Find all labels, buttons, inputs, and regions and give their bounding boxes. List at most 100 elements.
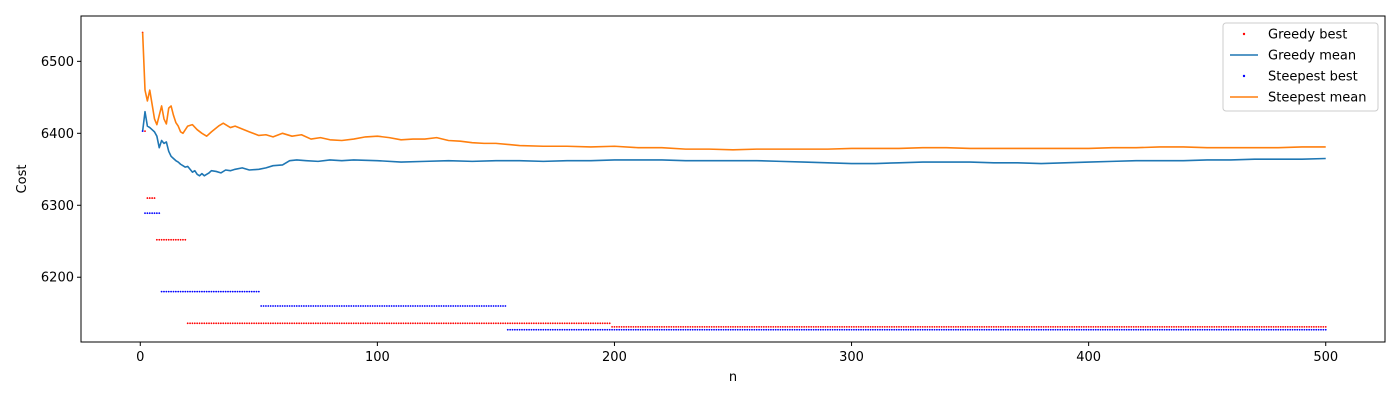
greedy-best-point xyxy=(1177,325,1180,328)
steepest-best-point xyxy=(314,305,317,307)
steepest-best-point xyxy=(381,305,384,307)
steepest-best-point xyxy=(969,328,971,331)
steepest-best-point xyxy=(1026,328,1028,331)
steepest-best-point xyxy=(466,305,469,307)
greedy-best-point xyxy=(229,322,232,325)
series-steepest-mean xyxy=(141,32,1326,151)
greedy-best-point xyxy=(1227,325,1230,328)
steepest-best-point xyxy=(267,305,270,307)
steepest-best-point xyxy=(528,328,530,331)
steepest-best-point xyxy=(1135,328,1137,331)
greedy-best-point xyxy=(1211,325,1213,328)
steepest-best-point xyxy=(675,328,677,331)
greedy-best-point xyxy=(646,325,649,328)
greedy-best-point xyxy=(710,325,713,328)
steepest-best-point xyxy=(549,328,552,331)
steepest-best-point xyxy=(1229,328,1232,331)
steepest-best-point xyxy=(333,305,336,307)
steepest-best-point xyxy=(791,328,794,331)
steepest-best-point xyxy=(1322,328,1325,331)
steepest-best-point xyxy=(1296,328,1299,331)
greedy-best-point xyxy=(713,325,715,328)
greedy-best-point xyxy=(471,322,474,325)
steepest-best-point xyxy=(819,328,822,331)
greedy-best-point xyxy=(438,322,440,325)
greedy-best-point xyxy=(1218,325,1220,328)
steepest-best-point xyxy=(540,328,542,331)
steepest-best-point xyxy=(1260,328,1263,331)
steepest-best-point xyxy=(732,328,734,331)
greedy-best-point xyxy=(1239,325,1242,328)
steepest-best-point xyxy=(1028,328,1031,331)
greedy-best-point xyxy=(1170,325,1173,328)
steepest-best-point xyxy=(1042,328,1045,331)
steepest-best-point xyxy=(608,328,611,331)
steepest-best-point xyxy=(219,290,222,293)
steepest-best-point xyxy=(947,328,950,331)
steepest-best-point xyxy=(703,328,706,331)
greedy-best-point xyxy=(679,325,682,328)
greedy-best-point xyxy=(708,325,711,328)
greedy-best-point xyxy=(1260,325,1263,328)
greedy-best-point xyxy=(1040,325,1043,328)
steepest-best-point xyxy=(556,328,559,331)
greedy-best-point xyxy=(881,325,884,328)
steepest-best-point xyxy=(1104,328,1107,331)
greedy-best-point xyxy=(919,325,922,328)
greedy-best-point xyxy=(563,322,566,325)
y-tick-label: 6500 xyxy=(41,55,74,70)
steepest-best-point xyxy=(912,328,915,331)
y-tick-label: 6200 xyxy=(41,271,74,286)
steepest-best-point xyxy=(758,328,760,331)
steepest-best-point xyxy=(687,328,689,331)
greedy-best-point xyxy=(1246,325,1249,328)
greedy-best-point xyxy=(352,322,355,325)
greedy-best-point xyxy=(585,322,587,325)
steepest-best-point xyxy=(1049,328,1052,331)
steepest-best-point xyxy=(421,305,424,307)
steepest-best-point xyxy=(973,328,976,331)
greedy-best-point xyxy=(1182,325,1185,328)
greedy-best-point xyxy=(376,322,379,325)
steepest-best-point xyxy=(1213,328,1216,331)
greedy-best-point xyxy=(1175,325,1178,328)
steepest-best-point xyxy=(371,305,374,307)
steepest-best-point xyxy=(952,328,955,331)
greedy-best-point xyxy=(762,325,765,328)
steepest-best-point xyxy=(893,328,896,331)
greedy-best-point xyxy=(805,325,808,328)
steepest-best-point xyxy=(255,290,258,293)
greedy-best-point xyxy=(492,322,495,325)
steepest-best-point xyxy=(843,328,846,331)
steepest-best-point xyxy=(383,305,386,307)
steepest-best-point xyxy=(713,328,715,331)
greedy-best-point xyxy=(1014,325,1017,328)
steepest-best-point xyxy=(1116,328,1118,331)
steepest-best-point xyxy=(696,328,699,331)
steepest-best-point xyxy=(506,328,509,331)
steepest-best-point xyxy=(841,328,843,331)
steepest-best-point xyxy=(1092,328,1095,331)
greedy-best-point xyxy=(568,322,571,325)
steepest-best-point xyxy=(805,328,808,331)
steepest-best-point xyxy=(1021,328,1024,331)
greedy-best-point xyxy=(359,322,362,325)
greedy-best-point xyxy=(1028,325,1031,328)
greedy-best-point xyxy=(366,322,369,325)
greedy-best-point xyxy=(1225,325,1228,328)
greedy-best-point xyxy=(608,322,611,325)
steepest-best-point xyxy=(310,305,312,307)
steepest-best-point xyxy=(511,328,514,331)
greedy-best-point xyxy=(1123,325,1126,328)
greedy-best-point xyxy=(642,325,644,328)
steepest-best-point xyxy=(1168,328,1171,331)
steepest-best-point xyxy=(1161,328,1164,331)
greedy-best-point xyxy=(698,325,701,328)
greedy-best-point xyxy=(789,325,791,328)
steepest-best-point xyxy=(1037,328,1040,331)
steepest-best-point xyxy=(1165,328,1168,331)
steepest-best-point xyxy=(1308,328,1311,331)
steepest-best-point xyxy=(243,290,246,293)
greedy-best-point xyxy=(1222,325,1225,328)
steepest-best-point xyxy=(1078,328,1081,331)
